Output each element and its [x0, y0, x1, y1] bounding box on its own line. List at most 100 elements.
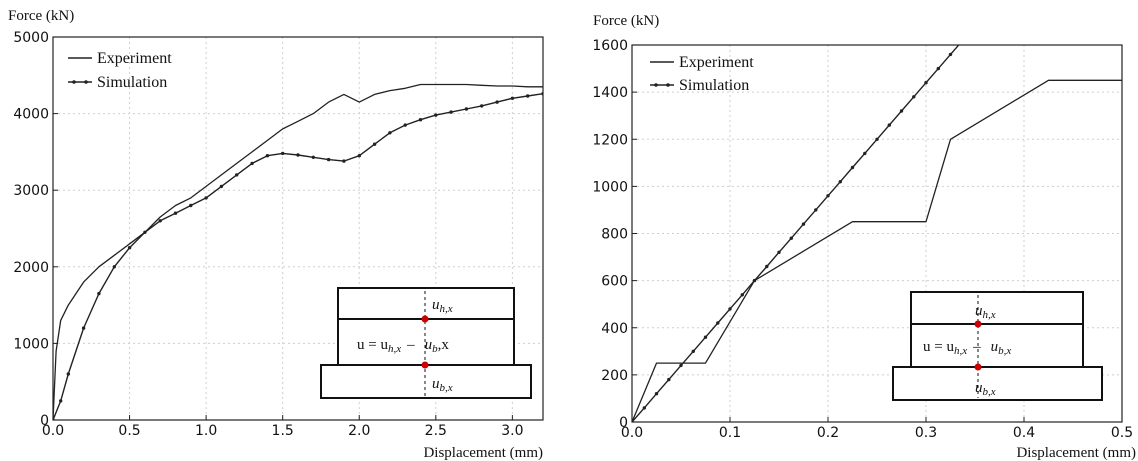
left-y-tick-label: 4000: [13, 107, 49, 123]
left-simulation-point: [159, 219, 162, 222]
left-simulation-point: [327, 158, 330, 161]
right-y-tick-label: 600: [601, 274, 628, 290]
right-y-tick-label: 1600: [592, 38, 628, 54]
right-simulation-point: [802, 222, 805, 225]
right-simulation-point: [826, 194, 829, 197]
left-x-axis-title: Displacement (mm): [423, 445, 543, 461]
left-simulation-point: [388, 131, 391, 134]
left-simulation-point: [266, 154, 269, 157]
left-x-tick-label: 0.5: [118, 423, 140, 439]
right-x-tick-label: 0.4: [1013, 425, 1035, 441]
right-y-tick-label: 1400: [592, 85, 628, 101]
left-simulation-point: [312, 156, 315, 159]
right-simulation-point: [643, 406, 646, 409]
right-legend: Experiment Simulation: [650, 54, 754, 94]
right-simulation-point: [863, 152, 866, 155]
left-simulation-point: [495, 100, 498, 103]
left-x-tick-label: 2.5: [425, 423, 447, 439]
right-simulation-point: [949, 53, 952, 56]
left-y-tick-label: 5000: [13, 30, 49, 46]
left-simulation-point: [204, 196, 207, 199]
right-y-tick-label: 1000: [592, 179, 628, 195]
right-x-tick-label: 0.5: [1111, 425, 1133, 441]
left-y-tick-label: 3000: [13, 183, 49, 199]
right-x-ticks: 0.0 0.1 0.2 0.3 0.4 0.5: [621, 417, 1133, 441]
right-inset-base-block: [893, 367, 1102, 400]
left-simulation-point: [128, 246, 131, 249]
right-y-tick-label: 0: [619, 415, 628, 431]
left-simulation-point: [59, 399, 62, 402]
left-simulation-point: [174, 212, 177, 215]
right-simulation-point: [900, 109, 903, 112]
left-simulation-point: [526, 94, 529, 97]
left-x-ticks: 0.0 0.5 1.0 1.5 2.0 2.5 3.0: [42, 415, 524, 439]
left-legend-simulation-label: Simulation: [97, 74, 167, 91]
left-legend-simulation-marker: [72, 80, 76, 84]
left-simulation-point: [189, 204, 192, 207]
right-simulation-point: [961, 39, 964, 42]
right-simulation-point: [839, 180, 842, 183]
left-inset-diagram: uh,x u = uh,x – ub,x ub,x: [321, 288, 531, 398]
right-simulation-point: [741, 293, 744, 296]
right-inset-top-point: [975, 321, 982, 328]
left-x-tick-label: 1.0: [195, 423, 217, 439]
right-legend-simulation-label: Simulation: [679, 77, 749, 94]
right-simulation-point: [937, 67, 940, 70]
left-simulation-point: [373, 143, 376, 146]
right-simulation-point: [728, 307, 731, 310]
left-y-tick-label: 0: [40, 413, 49, 429]
right-simulation-point: [888, 123, 891, 126]
right-simulation-point: [912, 95, 915, 98]
right-chart: Force (kN) 0.0 0.1 0.2 0.3 0.4 0.5 0 200 400 600…: [592, 0, 1136, 461]
left-simulation-point: [419, 118, 422, 121]
right-simulation-point: [655, 392, 658, 395]
left-chart: Force (kN) 0.0 0.5 1.0 1.5 2.0 2.5 3.0 0100020…: [8, 8, 545, 461]
right-simulation-point: [753, 279, 756, 282]
left-y-axis-title: Force (kN): [8, 8, 74, 24]
left-inset-base-block: [321, 365, 531, 398]
left-simulation-point: [358, 154, 361, 157]
right-simulation-point: [716, 321, 719, 324]
left-y-tick-label: 1000: [13, 336, 49, 352]
right-inset-top-block: [911, 292, 1083, 324]
left-simulation-point: [342, 159, 345, 162]
left-simulation-point: [449, 110, 452, 113]
right-simulation-point: [777, 251, 780, 254]
right-inset-bottom-point: [975, 364, 982, 371]
left-x-tick-label: 1.5: [272, 423, 294, 439]
left-simulation-point: [250, 162, 253, 165]
right-simulation-point: [986, 10, 989, 13]
left-x-tick-label: 3.0: [501, 423, 523, 439]
left-inset-top-block: [338, 288, 514, 319]
left-simulation-point: [97, 292, 100, 295]
left-simulation-point: [511, 97, 514, 100]
right-y-tick-label: 1200: [592, 132, 628, 148]
right-x-tick-label: 0.2: [817, 425, 839, 441]
left-simulation-point: [480, 104, 483, 107]
left-simulation-point: [220, 185, 223, 188]
right-x-tick-label: 0.3: [915, 425, 937, 441]
right-y-tick-label: 400: [601, 321, 628, 337]
right-legend-experiment-label: Experiment: [679, 54, 754, 71]
left-simulation-point: [296, 153, 299, 156]
right-simulation-point: [924, 81, 927, 84]
left-y-ticks: 0 1000 2000 3000 4000 5000: [13, 30, 58, 429]
left-simulation-point: [67, 372, 70, 375]
right-inset-diagram: uh,x u = uh,x – ub,x ub,x: [893, 292, 1102, 400]
left-simulation-point: [404, 123, 407, 126]
left-simulation-point: [82, 326, 85, 329]
right-simulation-point: [851, 166, 854, 169]
right-simulation-point: [679, 364, 682, 367]
right-y-axis-title: Force (kN): [593, 13, 659, 29]
left-legend-simulation-marker: [84, 80, 88, 84]
left-inset-bottom-point: [422, 362, 429, 369]
right-simulation-point: [790, 237, 793, 240]
left-legend: Experiment Simulation: [68, 50, 172, 91]
right-simulation-point: [875, 138, 878, 141]
left-simulation-point: [434, 113, 437, 116]
right-simulation-point: [704, 336, 707, 339]
left-simulation-point: [143, 231, 146, 234]
right-y-tick-label: 800: [601, 227, 628, 243]
right-simulation-point: [692, 350, 695, 353]
